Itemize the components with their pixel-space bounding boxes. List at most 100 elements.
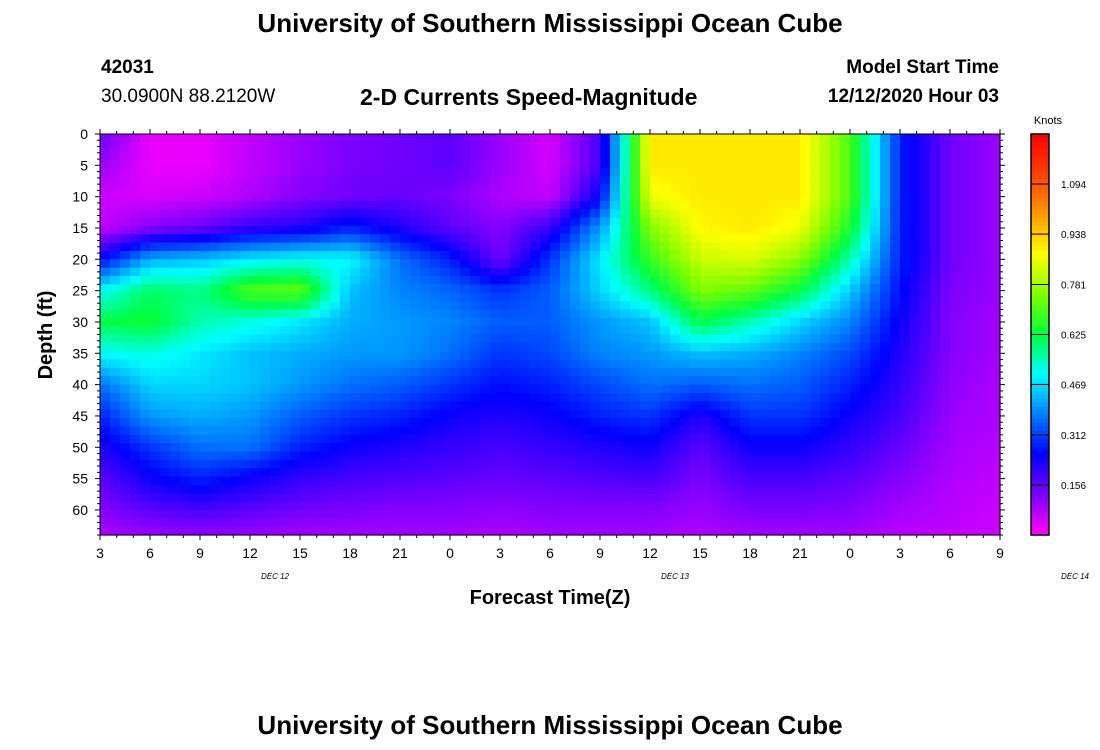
heatmap-cell xyxy=(410,234,421,244)
heatmap-cell xyxy=(230,401,241,411)
heatmap-cell xyxy=(760,167,771,177)
heatmap-cell xyxy=(840,418,851,427)
heatmap-cell xyxy=(720,342,731,352)
heatmap-cell xyxy=(780,501,791,511)
heatmap-cell xyxy=(200,501,211,511)
heatmap-cell xyxy=(140,434,151,444)
heatmap-cell xyxy=(260,451,271,461)
heatmap-cell xyxy=(870,284,881,294)
heatmap-cell xyxy=(630,384,641,394)
heatmap-cell xyxy=(780,359,791,369)
heatmap-cell xyxy=(320,284,331,294)
heatmap-cell xyxy=(660,501,671,511)
heatmap-cell xyxy=(530,418,541,427)
heatmap-cell xyxy=(460,476,471,486)
heatmap-cell xyxy=(780,317,791,327)
heatmap-cell xyxy=(700,301,711,311)
heatmap-cell xyxy=(440,476,451,486)
heatmap-cell xyxy=(260,167,271,177)
heatmap-cell xyxy=(590,142,601,152)
colorbar-segment xyxy=(1031,210,1049,215)
heatmap-cell xyxy=(570,175,581,185)
heatmap-cell xyxy=(690,526,701,536)
heatmap-cell xyxy=(150,459,161,469)
heatmap-cell xyxy=(410,443,421,453)
heatmap-cell xyxy=(300,167,311,177)
heatmap-cell xyxy=(970,367,981,377)
heatmap-cell xyxy=(220,326,231,336)
heatmap-cell xyxy=(780,301,791,311)
heatmap-cell xyxy=(500,342,511,352)
heatmap-cell xyxy=(970,267,981,277)
heatmap-cell xyxy=(200,301,211,311)
heatmap-cell xyxy=(330,518,341,528)
heatmap-cell xyxy=(810,443,821,453)
heatmap-cell xyxy=(640,259,651,269)
colorbar-segment xyxy=(1031,138,1049,143)
heatmap-cell xyxy=(650,175,661,185)
heatmap-cell xyxy=(710,367,721,377)
heatmap-cell xyxy=(100,443,111,453)
heatmap-cell xyxy=(980,342,991,352)
heatmap-cell xyxy=(700,317,711,327)
heatmap-cell xyxy=(150,334,161,344)
heatmap-cell xyxy=(280,334,291,344)
heatmap-cell xyxy=(120,434,131,444)
heatmap-cell xyxy=(190,242,201,252)
heatmap-cell xyxy=(250,317,261,327)
heatmap-cell xyxy=(400,150,411,160)
heatmap-cell xyxy=(310,301,321,311)
heatmap-cell xyxy=(920,476,931,486)
heatmap-cell xyxy=(450,334,461,344)
heatmap-cell xyxy=(220,334,231,344)
heatmap-cell xyxy=(290,484,301,494)
heatmap-cell xyxy=(940,351,951,361)
heatmap-cell xyxy=(500,317,511,327)
heatmap-cell xyxy=(270,309,281,319)
heatmap-cell xyxy=(760,317,771,327)
heatmap-cell xyxy=(620,217,631,227)
heatmap-cell xyxy=(690,267,701,277)
heatmap-cell xyxy=(870,384,881,394)
heatmap-cell xyxy=(740,250,751,260)
heatmap-cell xyxy=(330,493,341,503)
heatmap-cell xyxy=(150,284,161,294)
heatmap-cell xyxy=(100,217,111,227)
heatmap-cell xyxy=(940,334,951,344)
heatmap-cell xyxy=(940,326,951,336)
heatmap-cell xyxy=(300,351,311,361)
heatmap-cell xyxy=(990,159,1001,169)
y-tick-label: 0 xyxy=(80,126,88,142)
heatmap-cell xyxy=(360,175,371,185)
heatmap-cell xyxy=(590,526,601,536)
heatmap-cell xyxy=(400,225,411,235)
heatmap-cell xyxy=(130,509,141,519)
colorbar-segment xyxy=(1031,354,1049,360)
heatmap-cell xyxy=(340,351,351,361)
heatmap-cell xyxy=(360,309,371,319)
heatmap-cell xyxy=(290,326,301,336)
heatmap-cell xyxy=(560,351,571,361)
y-tick-label: 55 xyxy=(72,471,88,487)
heatmap-cell xyxy=(510,234,521,244)
heatmap-cell xyxy=(200,259,211,269)
heatmap-cell xyxy=(130,401,141,411)
heatmap-cell xyxy=(880,376,891,386)
heatmap-cell xyxy=(950,334,961,344)
heatmap-cell xyxy=(190,359,201,369)
heatmap-cell xyxy=(720,175,731,185)
heatmap-cell xyxy=(100,459,111,469)
heatmap-cell xyxy=(870,484,881,494)
heatmap-cell xyxy=(920,359,931,369)
heatmap-cell xyxy=(280,175,291,185)
heatmap-cell xyxy=(550,209,561,219)
heatmap-cell xyxy=(260,468,271,478)
heatmap-cell xyxy=(270,326,281,336)
heatmap-cell xyxy=(180,276,191,285)
heatmap-cell xyxy=(470,326,481,336)
heatmap-cell xyxy=(760,418,771,427)
heatmap-cell xyxy=(340,134,351,143)
heatmap-cell xyxy=(700,384,711,394)
heatmap-cell xyxy=(400,167,411,177)
heatmap-cell xyxy=(380,209,391,219)
